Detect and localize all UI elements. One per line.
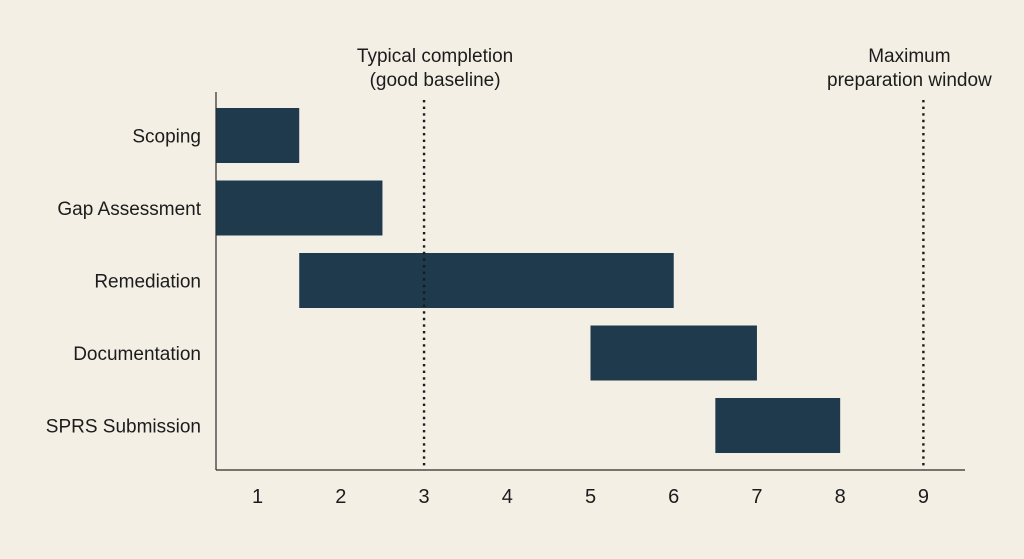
x-tick-label: 4 (502, 486, 513, 508)
reference-line-label: Typical completion (357, 46, 513, 67)
x-tick-label: 3 (418, 486, 429, 508)
category-label: Remediation (94, 272, 201, 293)
x-tick-label: 2 (335, 486, 346, 508)
task-bar (216, 108, 300, 163)
task-bar (715, 398, 841, 453)
category-label: Scoping (132, 127, 201, 148)
category-label: Gap Assessment (57, 199, 201, 220)
reference-line-label: (good baseline) (370, 70, 501, 91)
reference-line-label: Maximum (868, 46, 950, 67)
task-bar (299, 253, 674, 308)
category-label: Documentation (73, 344, 201, 365)
reference-line-label: preparation window (827, 70, 992, 91)
x-tick-label: 8 (835, 486, 846, 508)
category-label: SPRS Submission (46, 417, 201, 438)
task-bar (590, 325, 757, 381)
x-tick-label: 7 (751, 486, 762, 508)
x-tick-label: 1 (252, 486, 263, 508)
x-tick-label: 6 (668, 486, 679, 508)
x-tick-label: 9 (918, 486, 929, 508)
x-tick-label: 5 (585, 486, 596, 508)
task-bar (216, 180, 383, 236)
